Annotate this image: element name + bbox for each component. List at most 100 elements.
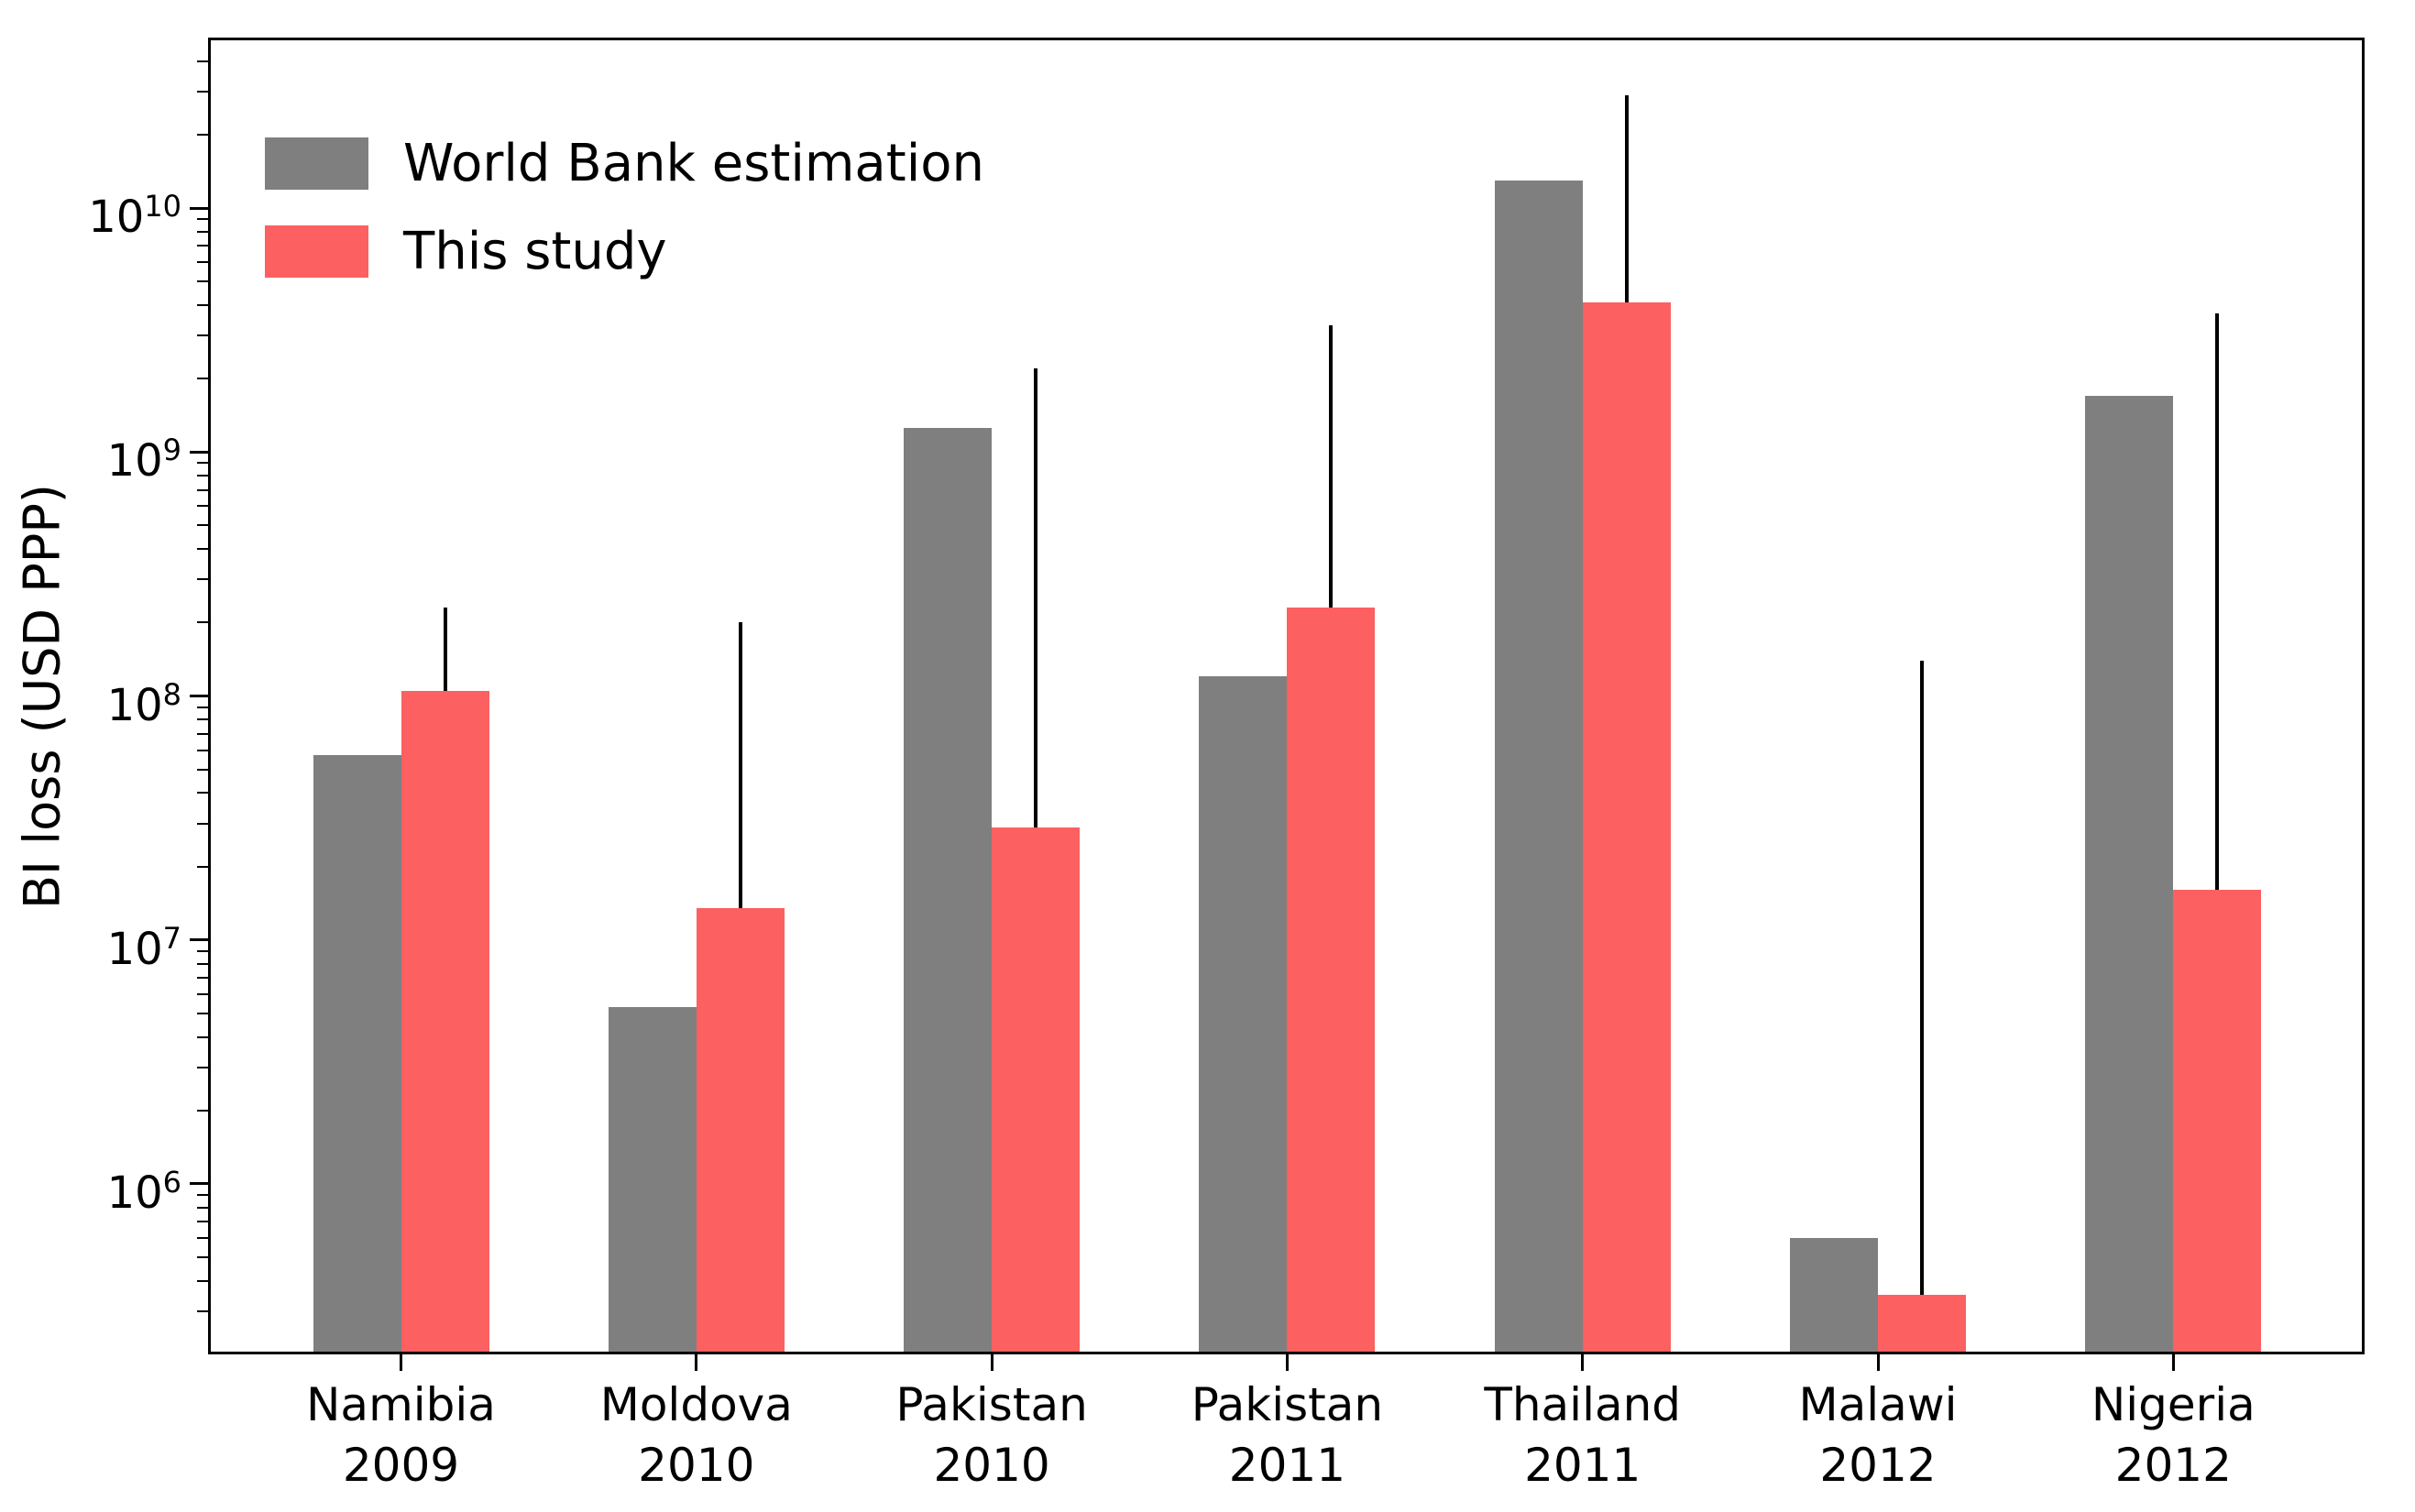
x-tick bbox=[2171, 1354, 2175, 1371]
y-minor-tick bbox=[197, 768, 208, 771]
x-category-label: Malawi 2012 bbox=[1713, 1375, 2043, 1496]
y-minor-tick bbox=[197, 133, 208, 136]
y-minor-tick bbox=[197, 1221, 208, 1223]
y-minor-tick bbox=[197, 475, 208, 477]
y-minor-tick bbox=[197, 1256, 208, 1259]
x-category-label: Nigeria 2012 bbox=[2008, 1375, 2338, 1496]
bar-this-study bbox=[401, 690, 489, 1352]
y-tick-label: 107 bbox=[106, 920, 181, 975]
y-minor-tick bbox=[197, 1035, 208, 1038]
y-major-tick bbox=[190, 938, 208, 942]
y-minor-tick bbox=[197, 792, 208, 794]
y-minor-tick bbox=[197, 280, 208, 283]
x-category-label: Thailand 2011 bbox=[1418, 1375, 1748, 1496]
y-minor-tick bbox=[197, 524, 208, 527]
y-minor-tick bbox=[197, 865, 208, 868]
legend-item: This study bbox=[265, 222, 984, 281]
y-minor-tick bbox=[197, 1310, 208, 1313]
bar-world-bank bbox=[1790, 1237, 1878, 1352]
y-minor-tick bbox=[197, 976, 208, 979]
y-minor-tick bbox=[197, 334, 208, 337]
bar-this-study bbox=[1287, 608, 1376, 1352]
x-label-country: Moldova bbox=[599, 1378, 793, 1431]
y-minor-tick bbox=[197, 378, 208, 380]
bar-this-study bbox=[992, 827, 1081, 1352]
y-minor-tick bbox=[197, 462, 208, 465]
y-minor-tick bbox=[197, 261, 208, 264]
y-minor-tick bbox=[197, 218, 208, 221]
y-tick-label: 109 bbox=[106, 433, 181, 488]
y-minor-tick bbox=[197, 1279, 208, 1282]
y-major-tick bbox=[190, 206, 208, 210]
y-minor-tick bbox=[197, 304, 208, 306]
error-bar bbox=[1624, 94, 1629, 303]
y-minor-tick bbox=[197, 505, 208, 508]
x-tick bbox=[1876, 1354, 1880, 1371]
y-major-tick bbox=[190, 695, 208, 697]
x-tick bbox=[990, 1354, 993, 1371]
x-label-year: 2012 bbox=[2114, 1439, 2232, 1492]
x-label-year: 2010 bbox=[933, 1439, 1050, 1492]
y-minor-tick bbox=[197, 245, 208, 247]
y-minor-tick bbox=[197, 949, 208, 952]
y-minor-tick bbox=[197, 1109, 208, 1112]
x-label-country: Namibia bbox=[306, 1378, 496, 1431]
error-bar bbox=[738, 622, 742, 908]
x-category-label: Namibia 2009 bbox=[236, 1375, 566, 1496]
y-minor-tick bbox=[197, 230, 208, 233]
error-bar bbox=[1034, 368, 1038, 827]
y-major-tick bbox=[190, 450, 208, 454]
x-tick bbox=[1581, 1354, 1585, 1371]
legend-label: World Bank estimation bbox=[403, 134, 985, 193]
y-minor-tick bbox=[197, 992, 208, 995]
bar-world-bank bbox=[313, 755, 401, 1352]
error-bar bbox=[2215, 313, 2220, 891]
y-minor-tick bbox=[197, 1194, 208, 1197]
x-label-year: 2011 bbox=[1524, 1439, 1641, 1492]
y-minor-tick bbox=[197, 1012, 208, 1014]
x-label-country: Pakistan bbox=[895, 1378, 1088, 1431]
bar-this-study bbox=[696, 908, 785, 1352]
x-tick bbox=[400, 1354, 402, 1371]
x-label-country: Nigeria bbox=[2091, 1378, 2256, 1431]
y-tick-label: 1010 bbox=[88, 189, 181, 244]
x-category-label: Moldova 2010 bbox=[532, 1375, 862, 1496]
x-label-year: 2010 bbox=[638, 1439, 755, 1492]
bar-world-bank bbox=[2085, 395, 2174, 1352]
y-minor-tick bbox=[197, 1206, 208, 1209]
x-label-country: Thailand bbox=[1484, 1378, 1682, 1431]
error-bar bbox=[443, 608, 447, 691]
y-minor-tick bbox=[197, 488, 208, 491]
legend-swatch bbox=[265, 225, 368, 278]
legend: World Bank estimation This study bbox=[265, 134, 984, 310]
y-minor-tick bbox=[197, 621, 208, 624]
x-label-year: 2012 bbox=[1819, 1439, 1937, 1492]
bar-world-bank bbox=[608, 1007, 697, 1352]
bar-world-bank bbox=[1494, 180, 1583, 1352]
y-minor-tick bbox=[197, 60, 208, 62]
x-tick bbox=[1285, 1354, 1289, 1371]
legend-item: World Bank estimation bbox=[265, 134, 984, 193]
y-minor-tick bbox=[197, 718, 208, 721]
x-label-country: Malawi bbox=[1798, 1378, 1958, 1431]
y-minor-tick bbox=[197, 822, 208, 825]
y-minor-tick bbox=[197, 1236, 208, 1239]
y-minor-tick bbox=[197, 962, 208, 965]
x-category-label: Pakistan 2010 bbox=[827, 1375, 1157, 1496]
y-tick-label: 106 bbox=[106, 1164, 181, 1219]
bar-this-study bbox=[1582, 302, 1671, 1352]
x-tick bbox=[695, 1354, 698, 1371]
bar-this-study bbox=[2173, 890, 2262, 1352]
y-minor-tick bbox=[197, 706, 208, 708]
error-bar bbox=[1329, 325, 1334, 608]
y-tick-label: 108 bbox=[106, 676, 181, 731]
y-minor-tick bbox=[197, 732, 208, 735]
legend-swatch bbox=[265, 137, 368, 190]
y-minor-tick bbox=[197, 578, 208, 581]
x-label-year: 2011 bbox=[1228, 1439, 1346, 1492]
error-bar bbox=[1920, 660, 1924, 1296]
y-minor-tick bbox=[197, 91, 208, 93]
x-label-year: 2009 bbox=[342, 1439, 460, 1492]
y-minor-tick bbox=[197, 749, 208, 751]
